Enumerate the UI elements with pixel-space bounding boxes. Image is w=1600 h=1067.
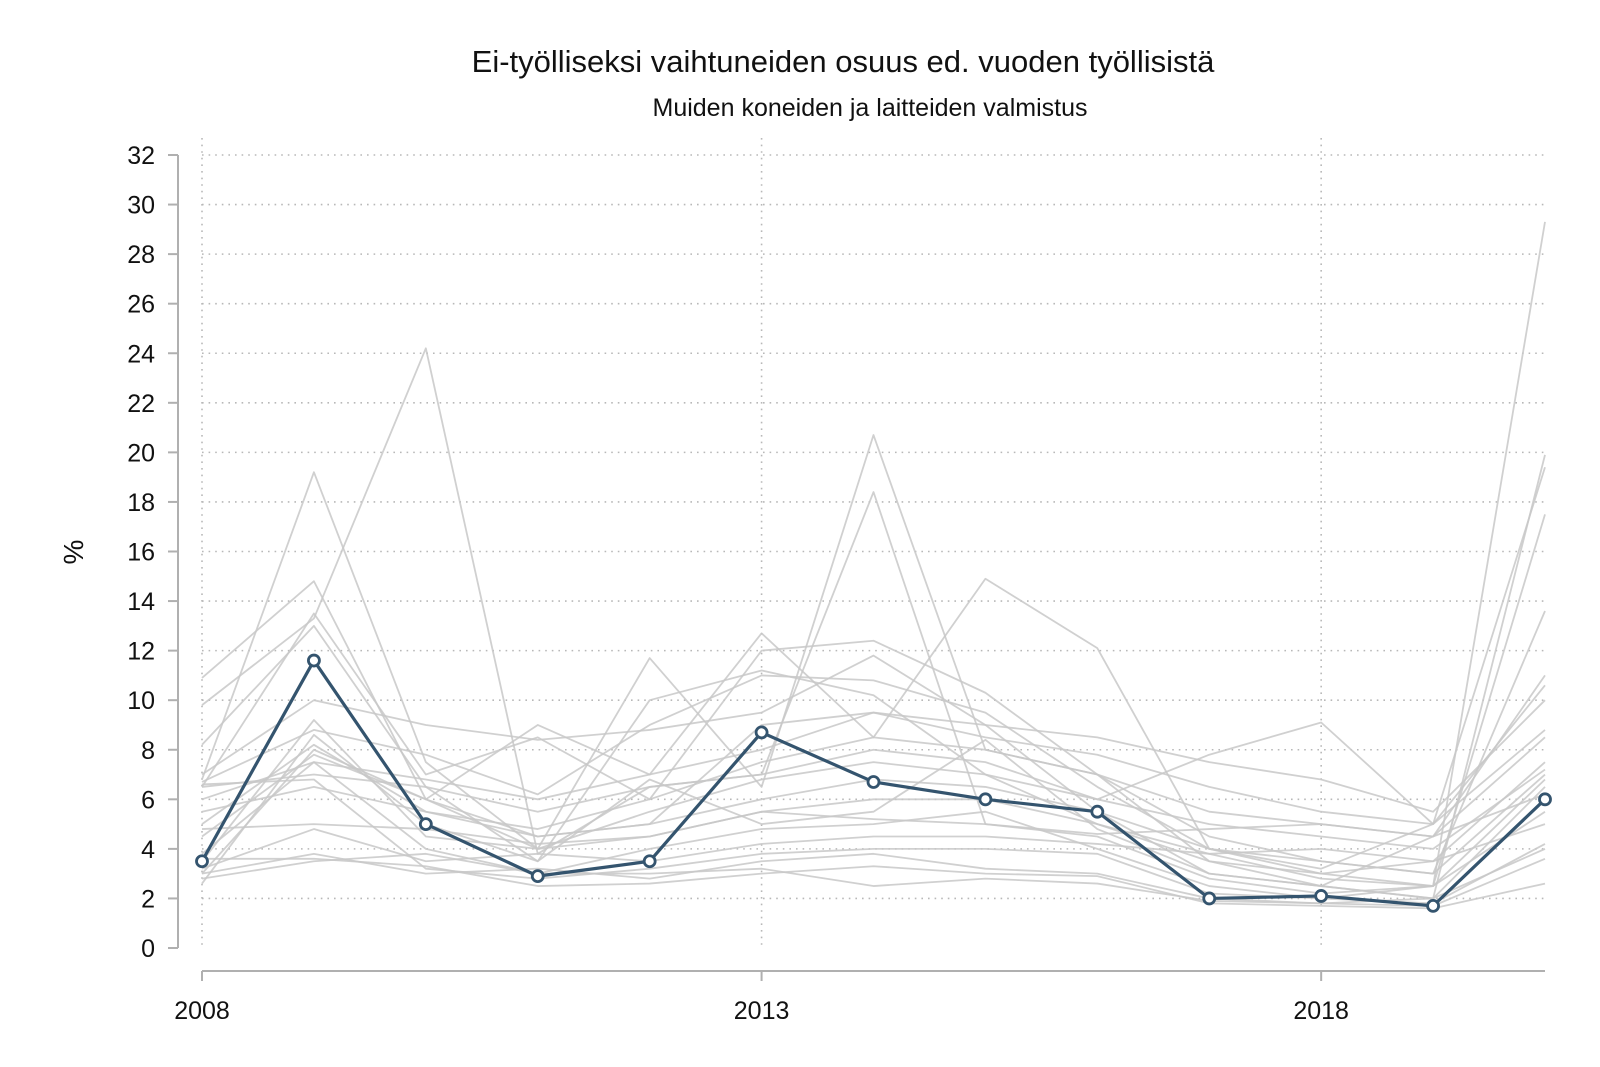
highlight-series xyxy=(195,653,1552,913)
y-tick-label: 28 xyxy=(127,241,155,269)
highlight-point xyxy=(1538,792,1552,807)
background-series-line xyxy=(201,852,1546,907)
highlight-point xyxy=(307,653,321,668)
background-series-line xyxy=(201,823,1546,870)
highlight-point xyxy=(418,817,433,831)
background-series-line xyxy=(201,753,1546,875)
x-tick-label: 2018 xyxy=(1293,997,1349,1025)
y-tick-label: 20 xyxy=(127,439,155,467)
y-tick-label: 4 xyxy=(141,836,155,864)
y-tick-label: 26 xyxy=(127,291,155,319)
highlight-point xyxy=(1426,898,1440,913)
y-tick-label: 8 xyxy=(141,737,155,765)
background-series-line xyxy=(201,674,1546,870)
highlight-point xyxy=(1090,804,1105,819)
y-tick-label: 22 xyxy=(127,390,155,418)
y-tick-label: 14 xyxy=(127,588,155,616)
y-tick-label: 12 xyxy=(127,638,155,666)
y-tick-label: 2 xyxy=(141,885,155,913)
background-series-line xyxy=(201,719,1546,887)
background-series-line xyxy=(201,733,1546,900)
highlight-point xyxy=(195,854,209,869)
y-tick-label: 16 xyxy=(127,539,155,567)
y-tick-label: 0 xyxy=(141,935,155,963)
highlight-point xyxy=(642,854,657,869)
chart-subtitle: Muiden koneiden ja laitteiden valmistus xyxy=(653,94,1088,122)
y-tick-label: 6 xyxy=(141,786,155,814)
y-tick-label: 10 xyxy=(127,687,155,715)
background-series-line xyxy=(201,748,1546,850)
y-axis-label: % xyxy=(58,540,89,565)
background-series-line xyxy=(201,514,1546,887)
background-series xyxy=(201,221,1546,910)
y-tick-label: 24 xyxy=(127,340,155,368)
background-series-line xyxy=(201,711,1546,825)
highlight-point xyxy=(1202,891,1217,906)
highlight-point xyxy=(1314,889,1329,903)
x-tick-label: 2013 xyxy=(734,997,790,1025)
chart-title: Ei-työlliseksi vaihtuneiden osuus ed. vu… xyxy=(472,44,1215,79)
x-tick-label: 2008 xyxy=(174,997,230,1025)
highlight-point xyxy=(530,869,545,884)
background-series-line xyxy=(202,857,1546,910)
background-series-line xyxy=(201,466,1546,863)
y-tick-label: 18 xyxy=(127,489,155,517)
highlight-point xyxy=(866,775,881,789)
highlight-point xyxy=(978,792,993,807)
y-tick-label: 32 xyxy=(127,142,155,170)
highlight-point xyxy=(754,725,769,740)
y-tick-label: 30 xyxy=(127,192,155,220)
